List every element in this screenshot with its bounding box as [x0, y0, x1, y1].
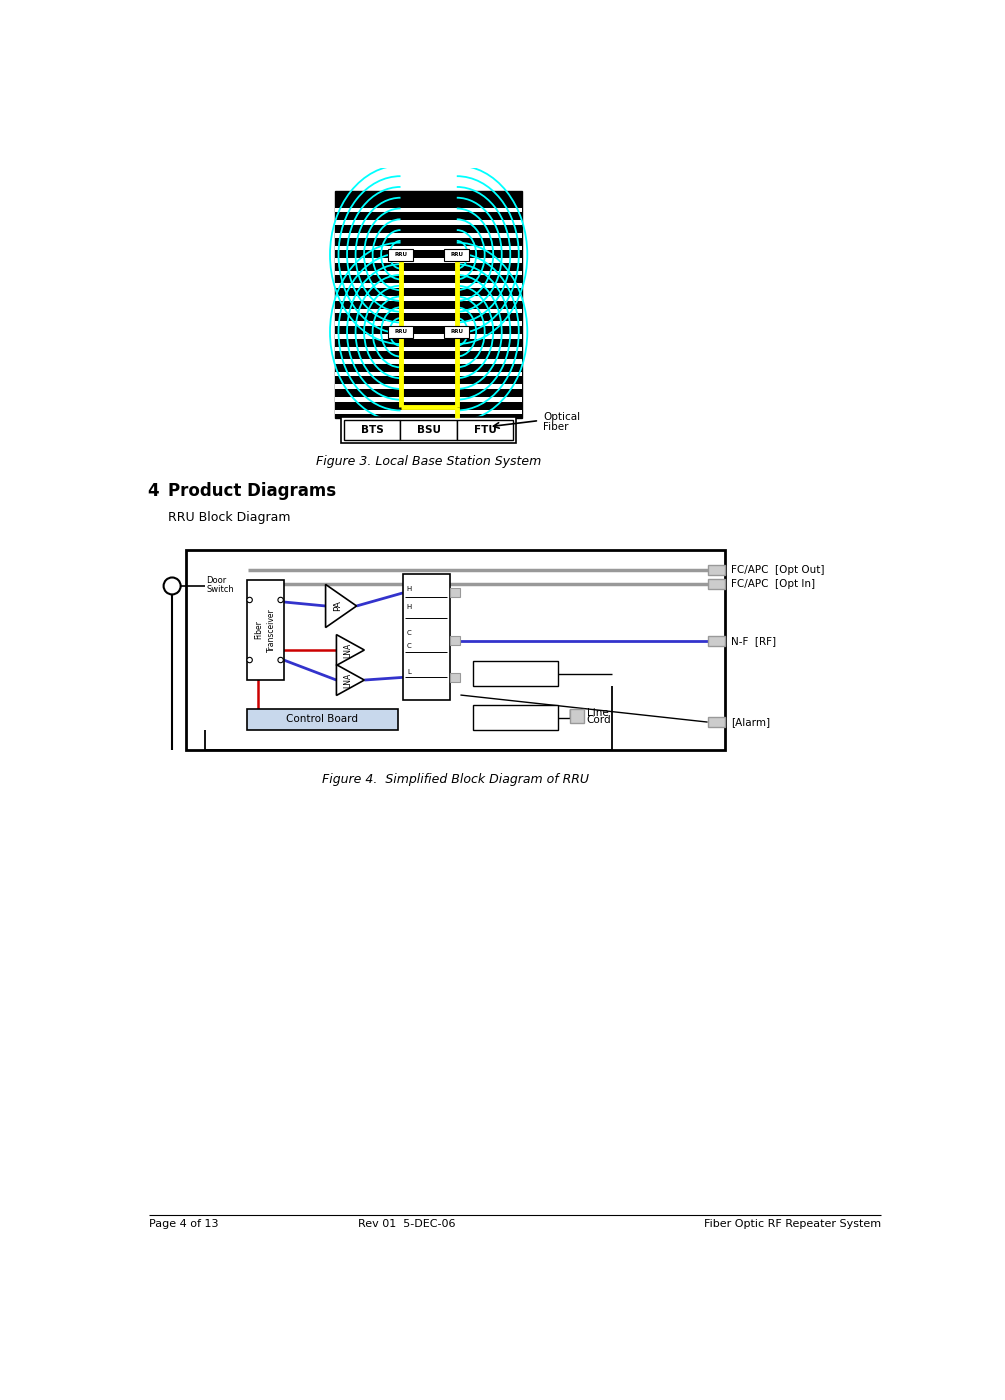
- Text: Line: Line: [587, 707, 608, 718]
- Text: Fiber Optic RF Repeater System: Fiber Optic RF Repeater System: [705, 1219, 881, 1229]
- Text: Optical: Optical: [543, 413, 580, 423]
- Bar: [335, 372, 523, 377]
- Text: Cord: Cord: [587, 715, 611, 725]
- Text: Rev 01  5-DEC-06: Rev 01 5-DEC-06: [358, 1219, 455, 1229]
- Bar: [341, 417, 517, 442]
- Text: H: H: [407, 587, 412, 592]
- Bar: [570, 708, 584, 722]
- Text: Fiber
Transceiver: Fiber Transceiver: [254, 608, 275, 652]
- Bar: [335, 232, 523, 238]
- Circle shape: [164, 577, 181, 595]
- Text: L: L: [407, 669, 411, 675]
- Polygon shape: [326, 584, 357, 627]
- Bar: [335, 410, 523, 414]
- Bar: [449, 636, 460, 645]
- Text: FTU: FTU: [473, 424, 496, 435]
- Bar: [708, 566, 725, 575]
- Text: RRU: RRU: [450, 329, 463, 335]
- Bar: [335, 283, 523, 288]
- Text: Product Diagrams: Product Diagrams: [168, 482, 337, 500]
- Text: Supply +28V: Supply +28V: [486, 675, 545, 683]
- Bar: [388, 326, 413, 337]
- Bar: [335, 190, 523, 419]
- Text: PA: PA: [333, 601, 342, 612]
- Bar: [400, 420, 457, 440]
- Circle shape: [247, 658, 252, 662]
- Bar: [472, 661, 558, 686]
- Bar: [335, 270, 523, 276]
- Text: Fiber: Fiber: [543, 421, 569, 431]
- Bar: [457, 420, 514, 440]
- Bar: [708, 580, 725, 589]
- Polygon shape: [337, 665, 365, 696]
- Text: C: C: [407, 643, 412, 648]
- Bar: [449, 588, 460, 598]
- Text: RRU: RRU: [394, 329, 407, 335]
- Text: 4: 4: [148, 482, 159, 500]
- Bar: [444, 249, 469, 260]
- Text: H: H: [407, 603, 412, 610]
- Bar: [335, 347, 523, 351]
- Bar: [449, 673, 460, 682]
- Bar: [472, 706, 558, 731]
- Text: Figure 3. Local Base Station System: Figure 3. Local Base Station System: [316, 455, 542, 468]
- Bar: [444, 326, 469, 337]
- Circle shape: [247, 598, 252, 602]
- Bar: [335, 258, 523, 263]
- Bar: [335, 245, 523, 251]
- Text: Control Board: Control Board: [286, 714, 358, 724]
- Bar: [246, 580, 283, 680]
- Bar: [335, 335, 523, 339]
- Text: LNA: LNA: [343, 672, 352, 687]
- Text: C: C: [407, 630, 412, 636]
- Text: Door: Door: [206, 575, 226, 585]
- Text: N-F  [RF]: N-F [RF]: [731, 636, 776, 645]
- Bar: [708, 717, 725, 727]
- Bar: [246, 708, 398, 731]
- Bar: [344, 420, 400, 440]
- Text: Switch: Switch: [206, 585, 234, 594]
- Text: Power: Power: [501, 665, 529, 675]
- Text: RRU: RRU: [394, 252, 407, 258]
- Text: RRU: RRU: [450, 252, 463, 258]
- Bar: [335, 207, 523, 213]
- Text: RRU Block Diagram: RRU Block Diagram: [168, 511, 290, 525]
- Text: BTS: BTS: [361, 424, 384, 435]
- Bar: [335, 398, 523, 402]
- Text: Supply +12V: Supply +12V: [486, 718, 545, 728]
- Circle shape: [278, 598, 283, 602]
- Bar: [335, 308, 523, 314]
- Bar: [335, 360, 523, 364]
- Text: Figure 4.  Simplified Block Diagram of RRU: Figure 4. Simplified Block Diagram of RR…: [322, 773, 589, 787]
- Bar: [335, 295, 523, 301]
- Polygon shape: [337, 634, 365, 665]
- Text: Power: Power: [501, 710, 529, 718]
- Bar: [403, 574, 449, 700]
- Text: Page 4 of 13: Page 4 of 13: [149, 1219, 218, 1229]
- Bar: [388, 249, 413, 260]
- Bar: [186, 550, 725, 750]
- Bar: [708, 636, 725, 645]
- Text: FC/APC  [Opt In]: FC/APC [Opt In]: [731, 580, 815, 589]
- Bar: [335, 321, 523, 326]
- Text: LNA: LNA: [343, 643, 352, 658]
- Text: [Alarm]: [Alarm]: [731, 717, 770, 727]
- Bar: [335, 220, 523, 225]
- Circle shape: [278, 658, 283, 662]
- Text: FC/APC  [Opt Out]: FC/APC [Opt Out]: [731, 566, 824, 575]
- Text: BSU: BSU: [417, 424, 440, 435]
- Bar: [335, 385, 523, 389]
